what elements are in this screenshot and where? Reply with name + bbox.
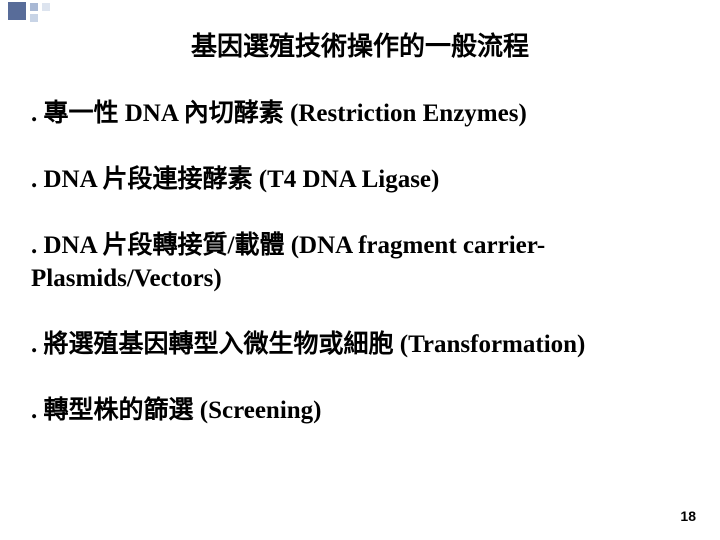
list-item: . DNA 片段連接酵素 (T4 DNA Ligase) <box>30 163 690 197</box>
slide: 基因選殖技術操作的一般流程 . 專一性 DNA 內切酵素 (Restrictio… <box>0 0 720 540</box>
list-item: . 轉型株的篩選 (Screening) <box>30 394 690 428</box>
slide-title: 基因選殖技術操作的一般流程 <box>30 26 690 63</box>
list-item: . DNA 片段轉接質/載體 (DNA fragment carrier-Pla… <box>30 229 690 297</box>
page-number: 18 <box>680 508 696 524</box>
list-item: . 將選殖基因轉型入微生物或細胞 (Transformation) <box>30 328 690 362</box>
list-item: . 專一性 DNA 內切酵素 (Restriction Enzymes) <box>30 97 690 131</box>
